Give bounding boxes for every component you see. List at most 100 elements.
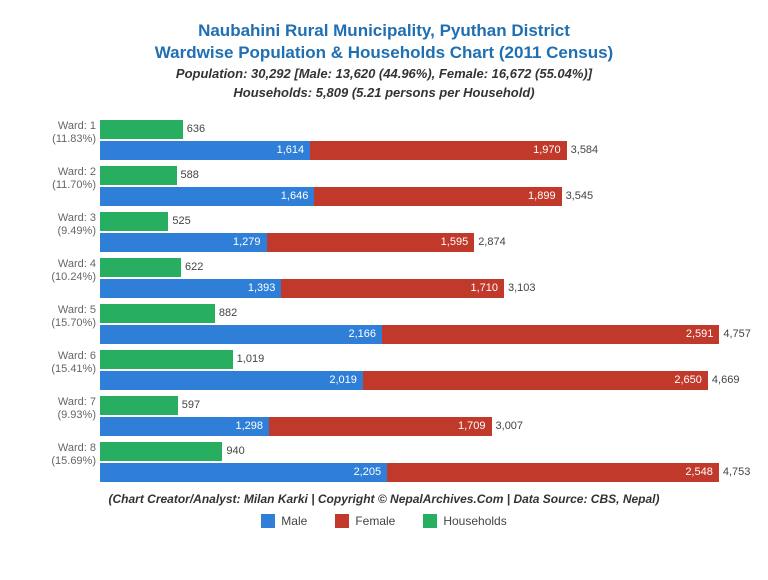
ward-row: Ward: 3(9.49%)5251,2791,5952,874 bbox=[30, 212, 738, 252]
total-value: 4,669 bbox=[712, 374, 740, 386]
ward-row: Ward: 6(15.41%)1,0192,0192,6504,669 bbox=[30, 350, 738, 390]
legend-item-households: Households bbox=[423, 514, 506, 528]
female-value: 2,548 bbox=[685, 466, 713, 478]
households-bar-fill: 882 bbox=[100, 304, 215, 323]
male-value: 2,205 bbox=[354, 466, 382, 478]
households-bar: 636 bbox=[100, 120, 738, 139]
ward-label: Ward: 2(11.70%) bbox=[30, 166, 100, 192]
male-bar: 2,205 bbox=[100, 463, 387, 482]
population-bar: 2,166 2,5914,757 bbox=[100, 325, 738, 344]
female-value: 1,899 bbox=[528, 190, 556, 202]
chart-area: Ward: 1(11.83%)6361,6141,9703,584Ward: 2… bbox=[30, 120, 738, 482]
ward-label: Ward: 1(11.83%) bbox=[30, 120, 100, 146]
chart-subtitle-line2: Households: 5,809 (5.21 persons per Hous… bbox=[30, 85, 738, 102]
female-bar: 1,7103,103 bbox=[281, 279, 504, 298]
female-value: 1,710 bbox=[470, 282, 498, 294]
legend-label-female: Female bbox=[355, 514, 395, 528]
female-bar: 2,5914,757 bbox=[382, 325, 719, 344]
male-bar: 2,166 bbox=[100, 325, 382, 344]
female-value: 1,709 bbox=[458, 420, 486, 432]
legend-swatch-households bbox=[423, 514, 437, 528]
ward-row: Ward: 2(11.70%)5881,6461,8993,545 bbox=[30, 166, 738, 206]
ward-bars: 1,0192,0192,6504,669 bbox=[100, 350, 738, 390]
female-bar: 2,6504,669 bbox=[363, 371, 708, 390]
ward-label: Ward: 4(10.24%) bbox=[30, 258, 100, 284]
ward-row: Ward: 8(15.69%)9402,2052,5484,753 bbox=[30, 442, 738, 482]
male-value: 1,393 bbox=[248, 282, 276, 294]
female-bar: 1,5952,874 bbox=[267, 233, 475, 252]
female-value: 2,591 bbox=[686, 328, 714, 340]
ward-bars: 6361,6141,9703,584 bbox=[100, 120, 738, 160]
legend-label-male: Male bbox=[281, 514, 307, 528]
households-bar-fill: 525 bbox=[100, 212, 168, 231]
total-value: 4,753 bbox=[723, 466, 751, 478]
total-value: 4,757 bbox=[723, 328, 751, 340]
population-bar: 1,6461,8993,545 bbox=[100, 187, 738, 206]
households-bar: 597 bbox=[100, 396, 738, 415]
chart-title-line1: Naubahini Rural Municipality, Pyuthan Di… bbox=[30, 20, 738, 42]
ward-row: Ward: 5(15.70%)8822,1662,5914,757 bbox=[30, 304, 738, 344]
population-bar: 2,2052,5484,753 bbox=[100, 463, 738, 482]
total-value: 3,584 bbox=[571, 144, 599, 156]
households-bar-fill: 1,019 bbox=[100, 350, 233, 369]
households-value: 940 bbox=[226, 445, 244, 457]
legend: Male Female Households bbox=[30, 514, 738, 528]
population-bar: 1,3931,7103,103 bbox=[100, 279, 738, 298]
male-bar: 1,393 bbox=[100, 279, 281, 298]
households-bar: 882 bbox=[100, 304, 738, 323]
ward-bars: 5971,2981,7093,007 bbox=[100, 396, 738, 436]
male-bar: 1,279 bbox=[100, 233, 267, 252]
households-bar-fill: 588 bbox=[100, 166, 177, 185]
ward-bars: 525 1,279 1,5952,874 bbox=[100, 212, 738, 252]
total-value: 3,007 bbox=[496, 420, 524, 432]
ward-label: Ward: 5(15.70%) bbox=[30, 304, 100, 330]
ward-row: Ward: 7(9.93%)5971,2981,7093,007 bbox=[30, 396, 738, 436]
ward-bars: 882 2,166 2,5914,757 bbox=[100, 304, 738, 344]
population-bar: 1,279 1,5952,874 bbox=[100, 233, 738, 252]
ward-bars: 6221,3931,7103,103 bbox=[100, 258, 738, 298]
total-value: 3,103 bbox=[508, 282, 536, 294]
male-bar: 1,646 bbox=[100, 187, 314, 206]
male-bar: 1,298 bbox=[100, 417, 269, 436]
ward-row: Ward: 1(11.83%)6361,6141,9703,584 bbox=[30, 120, 738, 160]
population-bar: 1,6141,9703,584 bbox=[100, 141, 738, 160]
female-value: 2,650 bbox=[674, 374, 702, 386]
legend-swatch-female bbox=[335, 514, 349, 528]
households-value: 588 bbox=[181, 169, 199, 181]
households-bar: 588 bbox=[100, 166, 738, 185]
households-bar-fill: 622 bbox=[100, 258, 181, 277]
households-bar: 622 bbox=[100, 258, 738, 277]
male-value: 2,166 bbox=[348, 328, 376, 340]
households-bar: 525 bbox=[100, 212, 738, 231]
ward-row: Ward: 4(10.24%)6221,3931,7103,103 bbox=[30, 258, 738, 298]
female-bar: 1,8993,545 bbox=[314, 187, 561, 206]
population-bar: 1,2981,7093,007 bbox=[100, 417, 738, 436]
female-bar: 1,7093,007 bbox=[269, 417, 492, 436]
population-bar: 2,0192,6504,669 bbox=[100, 371, 738, 390]
households-value: 597 bbox=[182, 399, 200, 411]
legend-item-male: Male bbox=[261, 514, 307, 528]
male-value: 1,279 bbox=[233, 236, 261, 248]
female-bar: 1,9703,584 bbox=[310, 141, 567, 160]
households-bar-fill: 597 bbox=[100, 396, 178, 415]
households-bar: 1,019 bbox=[100, 350, 738, 369]
households-value: 636 bbox=[187, 123, 205, 135]
households-value: 622 bbox=[185, 261, 203, 273]
households-value: 1,019 bbox=[237, 353, 265, 365]
ward-label: Ward: 6(15.41%) bbox=[30, 350, 100, 376]
male-value: 1,614 bbox=[277, 144, 305, 156]
male-bar: 1,614 bbox=[100, 141, 310, 160]
ward-label: Ward: 3(9.49%) bbox=[30, 212, 100, 238]
chart-title-line2: Wardwise Population & Households Chart (… bbox=[30, 42, 738, 64]
chart-footer: (Chart Creator/Analyst: Milan Karki | Co… bbox=[30, 492, 738, 506]
male-value: 1,298 bbox=[235, 420, 263, 432]
total-value: 2,874 bbox=[478, 236, 506, 248]
total-value: 3,545 bbox=[566, 190, 594, 202]
households-value: 525 bbox=[172, 215, 190, 227]
households-value: 882 bbox=[219, 307, 237, 319]
ward-bars: 9402,2052,5484,753 bbox=[100, 442, 738, 482]
male-value: 1,646 bbox=[281, 190, 309, 202]
legend-swatch-male bbox=[261, 514, 275, 528]
ward-label: Ward: 8(15.69%) bbox=[30, 442, 100, 468]
female-value: 1,970 bbox=[533, 144, 561, 156]
